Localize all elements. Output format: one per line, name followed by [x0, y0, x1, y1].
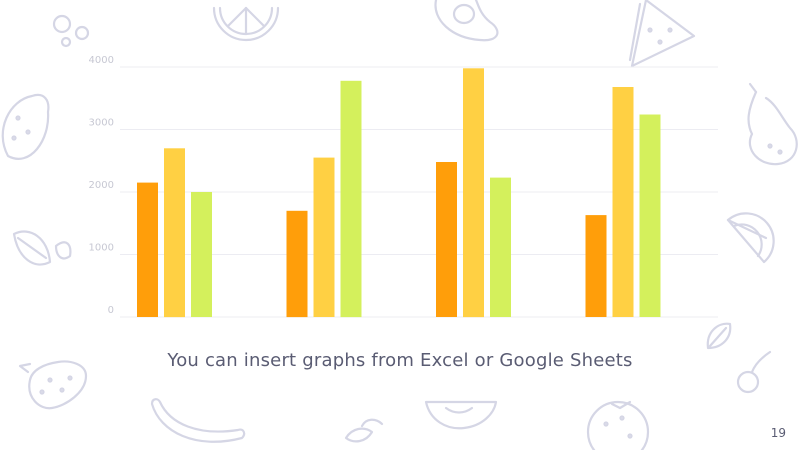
cherry-icon	[736, 350, 772, 394]
watermelon-icon	[628, 0, 696, 68]
chart-bars	[137, 68, 661, 318]
slide-caption: You can insert graphs from Excel or Goog…	[167, 350, 633, 371]
y-tick-label: 2000	[89, 180, 114, 191]
bar-group3-series2	[463, 68, 484, 318]
y-axis-ticks: 0 1000 2000 3000 4000	[89, 55, 114, 316]
y-tick-label: 0	[108, 305, 114, 316]
citrus-slice-icon	[726, 212, 775, 264]
strawberry-icon	[18, 360, 88, 410]
bar-group4-series1	[585, 215, 607, 317]
bubbles-icon	[52, 14, 90, 48]
apple-slice-icon	[424, 400, 498, 430]
pear-icon	[747, 82, 798, 166]
y-tick-label: 1000	[89, 243, 114, 254]
page-number: 19	[770, 426, 786, 440]
bar-group2-series3	[340, 80, 362, 318]
bar-group3-series3	[490, 177, 511, 317]
bar-group1-series1	[137, 182, 158, 317]
leaves-icon	[12, 230, 72, 266]
bar-group1-series3	[191, 192, 212, 317]
bar-group4-series2	[612, 87, 634, 317]
bar-group2-series1	[286, 210, 308, 318]
leaf-icon	[706, 322, 732, 350]
orange-icon	[586, 400, 650, 450]
lemon-icon	[1, 93, 50, 160]
y-tick-label: 3000	[89, 118, 114, 129]
avocado-icon	[434, 0, 499, 42]
banana-icon	[150, 398, 246, 443]
y-tick-label: 4000	[89, 55, 114, 66]
mint-leaves-icon	[344, 418, 384, 443]
bar-group1-series2	[164, 148, 185, 318]
bar-group2-series2	[313, 157, 335, 317]
bar-group3-series1	[436, 162, 457, 317]
bar-group4-series3	[639, 114, 661, 317]
orange-slice-icon	[212, 6, 280, 42]
